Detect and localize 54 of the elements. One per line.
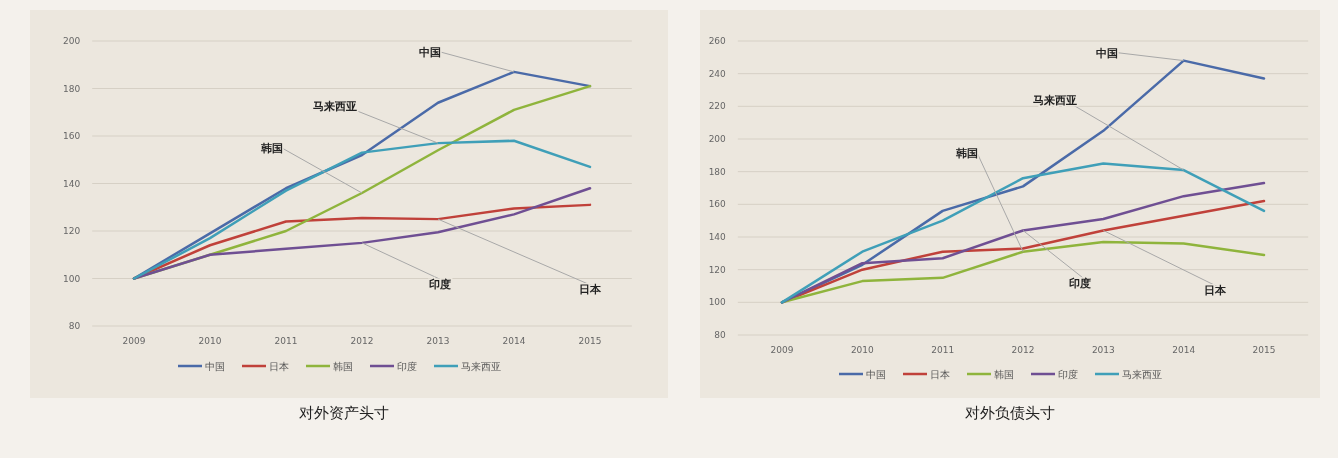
legend-label: 中国 (205, 361, 225, 372)
legend-label: 日本 (930, 369, 950, 380)
legend-label: 韩国 (333, 361, 353, 372)
text: 对外资产头寸 (299, 404, 389, 422)
y-tick-label: 220 (708, 101, 727, 112)
legend-label: 中国 (866, 369, 886, 380)
y-tick-label: 120 (708, 264, 727, 275)
x-tick-label: 2014 (502, 336, 526, 346)
annotation: 韩国 (955, 146, 978, 160)
text: 对外负债头寸 (965, 404, 1055, 422)
x-tick-label: 2015 (578, 336, 602, 346)
y-tick-label: 80 (714, 330, 727, 340)
line-series (132, 139, 592, 280)
legend-label: 日本 (269, 361, 289, 372)
y-tick-label: 180 (708, 166, 727, 177)
x-tick-label: 2015 (1252, 345, 1276, 355)
y-tick-label: 100 (708, 297, 727, 308)
annotation: 马来西亚 (313, 100, 357, 114)
y-tick-label: 120 (63, 226, 81, 236)
x-tick-label: 2009 (770, 345, 794, 355)
legend-label: 印度 (1058, 369, 1078, 380)
x-tick-label: 2010 (850, 345, 875, 355)
legend-label: 马来西亚 (1122, 369, 1162, 380)
y-tick-label: 180 (63, 83, 81, 94)
x-tick-label: 2013 (426, 336, 450, 346)
x-tick-label: 2011 (931, 345, 955, 355)
legend-label: 印度 (397, 361, 417, 372)
legend-label: 马来西亚 (461, 361, 501, 372)
annotation: 马来西亚 (1032, 94, 1077, 108)
x-tick-label: 2012 (1011, 345, 1035, 355)
y-tick-label: 260 (708, 36, 727, 46)
x-tick-label: 2010 (198, 336, 222, 346)
y-tick-label: 100 (63, 273, 81, 284)
y-tick-label: 140 (63, 178, 81, 189)
y-tick-label: 160 (63, 131, 81, 141)
annotation: 中国 (419, 45, 441, 59)
annotation: 日本 (1204, 284, 1228, 298)
legend-label: 韩国 (994, 369, 1014, 380)
x-tick-label: 2013 (1091, 345, 1115, 355)
y-tick-label: 80 (68, 321, 81, 331)
y-tick-label: 200 (708, 134, 727, 144)
x-tick-label: 2009 (122, 336, 146, 346)
annotation: 印度 (1069, 277, 1091, 291)
annotation: 印度 (429, 277, 451, 291)
annotation: 日本 (579, 283, 602, 297)
x-tick-label: 2014 (1172, 345, 1196, 355)
annotation: 韩国 (260, 142, 283, 155)
x-tick-label: 2011 (274, 336, 298, 346)
y-tick-label: 240 (708, 68, 727, 79)
y-tick-label: 200 (63, 36, 81, 46)
y-tick-label: 140 (708, 232, 727, 242)
x-tick-label: 2012 (350, 336, 374, 346)
annotation: 中国 (1095, 46, 1118, 60)
y-tick-label: 160 (708, 199, 727, 210)
